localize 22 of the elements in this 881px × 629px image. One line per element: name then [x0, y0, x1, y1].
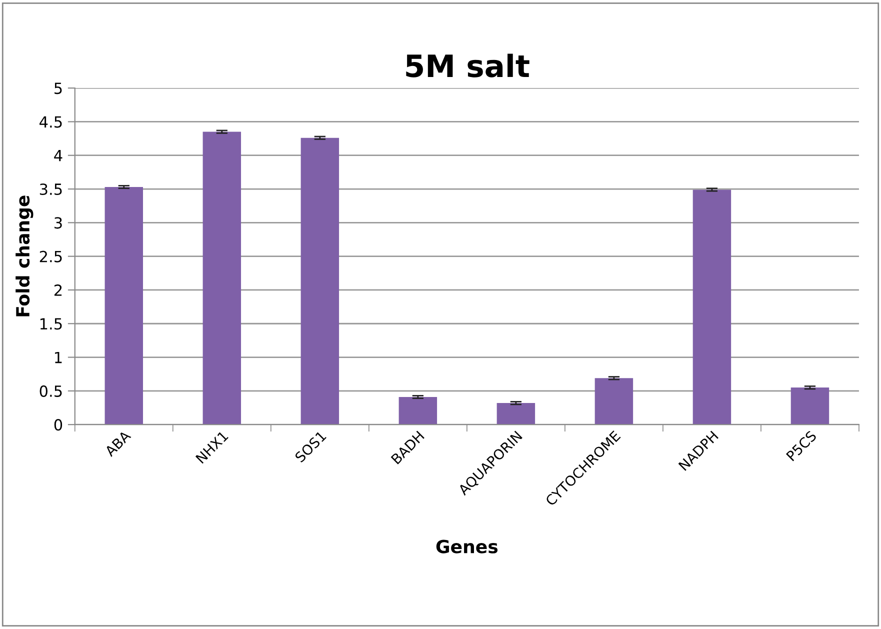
bar: [202, 132, 242, 425]
bar: [496, 403, 536, 425]
y-tick-label: 1: [55, 352, 62, 364]
y-tick-label: 0: [54, 419, 62, 431]
y-tick-label: 4.5: [40, 116, 62, 128]
y-tick-label: 2.5: [40, 250, 62, 262]
y-tick-label: 5: [54, 82, 62, 94]
bar: [594, 378, 634, 425]
bar: [790, 388, 830, 425]
y-tick-label: 1.5: [40, 318, 62, 330]
y-tick-label: 3: [54, 217, 62, 229]
chart-title: 5M salt: [406, 54, 530, 78]
bar: [692, 190, 732, 425]
bar: [104, 186, 144, 425]
y-tick-label: 2: [54, 284, 62, 296]
y-tick-label: 4: [54, 150, 62, 162]
x-axis-title: Genes: [436, 540, 498, 554]
y-tick-label: 0.5: [40, 385, 62, 397]
y-tick-label: 3.5: [40, 183, 62, 196]
y-axis-title: Fold change: [16, 196, 34, 316]
bar: [300, 138, 340, 425]
bar: [398, 396, 438, 425]
